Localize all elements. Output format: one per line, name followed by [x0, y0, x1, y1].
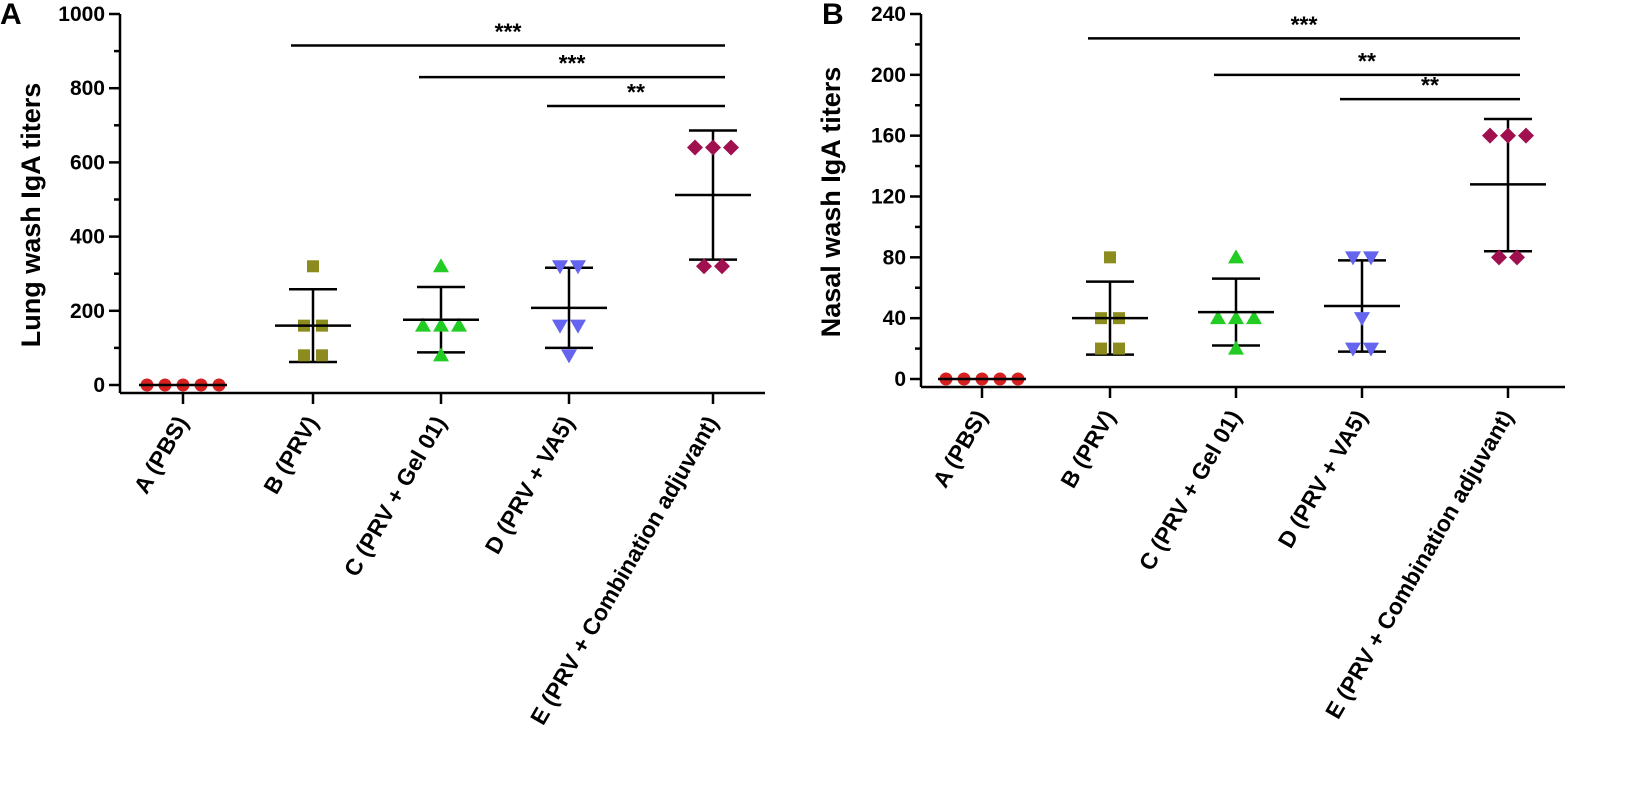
x-tick-label: A (PBS): [128, 412, 193, 498]
panel-a-letter: A: [0, 0, 22, 31]
y-tick-label: 80: [883, 246, 906, 269]
data-point: [1246, 310, 1262, 325]
x-tick-label: B (PRV): [258, 412, 323, 499]
data-point: [298, 349, 310, 362]
data-point: [433, 317, 449, 332]
data-point: [561, 349, 577, 364]
panel-a-plot: 0 200 400 600 800 1000 A (PBS) B (PRV) C (PRV + …: [58, 3, 765, 729]
data-point: [1509, 249, 1525, 266]
x-tick-label: D (PRV + VA5): [480, 412, 580, 559]
y-tick-label: 600: [70, 151, 105, 174]
data-point: [1345, 251, 1361, 266]
significance-label: **: [627, 79, 645, 105]
data-point: [696, 258, 712, 275]
significance-label: ***: [1291, 11, 1318, 37]
data-point: [552, 260, 568, 275]
y-tick-label: 160: [871, 125, 906, 148]
group-3: [531, 260, 607, 364]
data-point: [1228, 340, 1244, 355]
y-tick-label: 0: [894, 368, 906, 391]
data-point: [552, 319, 568, 334]
data-point: [1104, 251, 1116, 264]
data-point: [1228, 310, 1244, 325]
group-2: [403, 258, 479, 362]
data-point: [1095, 342, 1107, 355]
data-point: [433, 258, 449, 273]
data-point: [1354, 312, 1370, 327]
x-tick-label: C (PRV + Gel 01): [339, 412, 452, 581]
data-point: [1345, 342, 1361, 357]
data-point: [1228, 249, 1244, 264]
panel-b-y-axis-label: Nasal wash IgA titers: [816, 67, 846, 338]
significance-label: **: [1358, 48, 1376, 74]
y-tick-label: 0: [93, 374, 105, 397]
data-point: [433, 347, 449, 362]
data-point: [687, 139, 703, 156]
data-point: [1500, 127, 1516, 144]
data-point: [451, 317, 467, 332]
y-tick-label: 800: [70, 77, 105, 100]
y-tick-label: 240: [871, 3, 906, 26]
y-tick-label: 200: [871, 64, 906, 87]
data-point: [307, 260, 319, 273]
x-tick-label: A (PBS): [927, 406, 992, 492]
data-point: [415, 317, 431, 332]
y-tick-label: 40: [883, 307, 906, 330]
data-point: [1210, 310, 1226, 325]
y-tick-label: 200: [70, 300, 105, 323]
data-point: [570, 319, 586, 334]
x-tick-label: D (PRV + VA5): [1273, 406, 1373, 553]
data-point: [705, 139, 721, 156]
data-point: [1491, 249, 1507, 266]
group-1: [275, 260, 351, 364]
data-point: [1518, 127, 1534, 144]
y-tick-label: 400: [70, 226, 105, 249]
panel-a-y-axis-label: Lung wash IgA titers: [16, 83, 46, 348]
group-2: [1198, 249, 1274, 355]
data-point: [723, 139, 739, 156]
x-tick-label: C (PRV + Gel 01): [1134, 406, 1247, 575]
panel-b-plot: 0 40 80 120 160 200 240 A (PBS) B (PRV) C (PRV + …: [871, 3, 1565, 723]
group-0: [139, 378, 227, 392]
group-4: [675, 129, 751, 275]
data-point: [1113, 342, 1125, 355]
y-tick-label: 1000: [58, 3, 105, 26]
group-3: [1324, 251, 1400, 357]
data-point: [714, 258, 730, 275]
significance-label: **: [1421, 72, 1439, 98]
group-0: [938, 372, 1026, 386]
data-point: [1363, 251, 1379, 266]
significance-label: ***: [495, 19, 522, 45]
data-point: [316, 349, 328, 362]
data-point: [1363, 342, 1379, 357]
y-tick-label: 120: [871, 186, 906, 209]
x-tick-label: B (PRV): [1055, 406, 1120, 493]
panel-b-letter: B: [822, 0, 844, 31]
data-point: [1482, 127, 1498, 144]
significance-label: ***: [559, 50, 586, 76]
group-4: [1470, 117, 1546, 266]
data-point: [570, 260, 586, 275]
group-1: [1072, 251, 1148, 356]
